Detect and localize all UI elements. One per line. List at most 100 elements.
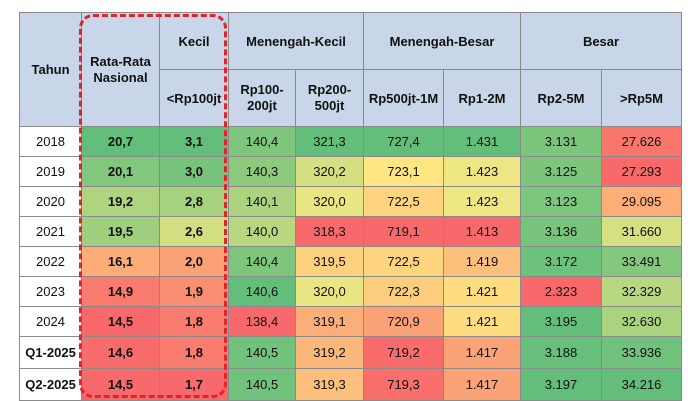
value-cell-rata-rata: 19,2: [81, 186, 160, 217]
subheader-gt-5m: >Rp5M: [600, 69, 683, 127]
value-cell-100-200jt: 140,5: [228, 336, 296, 369]
value-cell-gt-5m: 33.936: [600, 336, 683, 369]
value-cell-rata-rata: 14,5: [81, 368, 160, 401]
year-cell: Q2-2025: [19, 368, 82, 401]
value-cell-kecil: 3,1: [159, 126, 229, 157]
year-cell: 2022: [19, 246, 82, 277]
value-cell-200-500jt: 320,0: [295, 276, 364, 307]
value-cell-gt-5m: 31.660: [600, 216, 683, 247]
subheader-500jt-1m: Rp500jt-1M: [363, 69, 444, 127]
header-tahun: Tahun: [19, 12, 82, 127]
table-row: 2022 16,1 2,0 140,4 319,5 722,5 1.419 3.172 33.4…: [19, 246, 683, 277]
value-cell-gt-5m: 29.095: [600, 186, 683, 217]
value-cell-2-5m: 3.195: [520, 306, 602, 337]
table-row: 2018 20,7 3,1 140,4 321,3 727,4 1.431 3.131 27.6…: [19, 126, 683, 157]
header-menengah-besar: Menengah-Besar: [363, 12, 521, 70]
data-table: Tahun Rata-Rata Nasional Kecil Menengah-…: [19, 12, 683, 401]
value-cell-gt-5m: 27.626: [600, 126, 683, 157]
subheader-2-5m: Rp2-5M: [520, 69, 602, 127]
year-cell: 2018: [19, 126, 82, 157]
value-cell-200-500jt: 319,1: [295, 306, 364, 337]
value-cell-100-200jt: 138,4: [228, 306, 296, 337]
value-cell-kecil: 1,7: [159, 368, 229, 401]
table-row: 2024 14,5 1,8 138,4 319,1 720,9 1.421 3.195 32.6…: [19, 306, 683, 337]
value-cell-gt-5m: 32.630: [600, 306, 683, 337]
value-cell-rata-rata: 20,7: [81, 126, 160, 157]
value-cell-500jt-1m: 720,9: [363, 306, 444, 337]
year-cell: Q1-2025: [19, 336, 82, 369]
value-cell-100-200jt: 140,1: [228, 186, 296, 217]
header-besar: Besar: [519, 12, 683, 70]
value-cell-1-2m: 1.413: [443, 216, 521, 247]
value-cell-100-200jt: 140,5: [228, 368, 296, 401]
table-row: 2019 20,1 3,0 140,3 320,2 723,1 1.423 3.125 27.2…: [19, 156, 683, 187]
table-body: 2018 20,7 3,1 140,4 321,3 727,4 1.431 3.131 27.6…: [19, 126, 683, 401]
value-cell-kecil: 1,8: [159, 306, 229, 337]
value-cell-kecil: 2,6: [159, 216, 229, 247]
value-cell-200-500jt: 319,2: [295, 336, 364, 369]
value-cell-2-5m: 3.136: [520, 216, 602, 247]
value-cell-gt-5m: 33.491: [600, 246, 683, 277]
table-row: 2020 19,2 2,8 140,1 320,0 722,5 1.423 3.123 29.0…: [19, 186, 683, 217]
value-cell-rata-rata: 14,9: [81, 276, 160, 307]
value-cell-200-500jt: 320,0: [295, 186, 364, 217]
year-cell: 2023: [19, 276, 82, 307]
value-cell-200-500jt: 321,3: [295, 126, 364, 157]
value-cell-100-200jt: 140,0: [228, 216, 296, 247]
value-cell-200-500jt: 319,5: [295, 246, 364, 277]
value-cell-1-2m: 1.419: [443, 246, 521, 277]
value-cell-kecil: 3,0: [159, 156, 229, 187]
value-cell-100-200jt: 140,3: [228, 156, 296, 187]
value-cell-500jt-1m: 722,3: [363, 276, 444, 307]
value-cell-2-5m: 3.125: [520, 156, 602, 187]
value-cell-200-500jt: 318,3: [295, 216, 364, 247]
value-cell-100-200jt: 140,6: [228, 276, 296, 307]
value-cell-500jt-1m: 719,2: [363, 336, 444, 369]
year-cell: 2019: [19, 156, 82, 187]
value-cell-100-200jt: 140,4: [228, 246, 296, 277]
value-cell-1-2m: 1.423: [443, 186, 521, 217]
value-cell-rata-rata: 20,1: [81, 156, 160, 187]
table-row: Q2-2025 14,5 1,7 140,5 319,3 719,3 1.417 3.197 3…: [19, 368, 683, 401]
value-cell-100-200jt: 140,4: [228, 126, 296, 157]
value-cell-1-2m: 1.417: [443, 368, 521, 401]
year-cell: 2021: [19, 216, 82, 247]
value-cell-500jt-1m: 719,1: [363, 216, 444, 247]
value-cell-kecil: 1,8: [159, 336, 229, 369]
year-cell: 2020: [19, 186, 82, 217]
value-cell-1-2m: 1.421: [443, 306, 521, 337]
subheader-lt-100jt: <Rp100jt: [159, 69, 229, 127]
value-cell-gt-5m: 27.293: [600, 156, 683, 187]
value-cell-500jt-1m: 722,5: [363, 186, 444, 217]
value-cell-500jt-1m: 722,5: [363, 246, 444, 277]
value-cell-500jt-1m: 719,3: [363, 368, 444, 401]
value-cell-rata-rata: 16,1: [81, 246, 160, 277]
table-row: 2021 19,5 2,6 140,0 318,3 719,1 1.413 3.136 31.6…: [19, 216, 683, 247]
subheader-200-500jt: Rp200-500jt: [295, 69, 364, 127]
header-kecil: Kecil: [159, 12, 229, 70]
value-cell-kecil: 2,0: [159, 246, 229, 277]
value-cell-500jt-1m: 727,4: [363, 126, 444, 157]
value-cell-2-5m: 2.323: [520, 276, 602, 307]
header-menengah-kecil: Menengah-Kecil: [228, 12, 364, 70]
value-cell-2-5m: 3.131: [520, 126, 602, 157]
value-cell-1-2m: 1.421: [443, 276, 521, 307]
value-cell-kecil: 1,9: [159, 276, 229, 307]
value-cell-kecil: 2,8: [159, 186, 229, 217]
header-rata-rata-nasional: Rata-Rata Nasional: [81, 12, 160, 127]
value-cell-500jt-1m: 723,1: [363, 156, 444, 187]
year-cell: 2024: [19, 306, 82, 337]
value-cell-gt-5m: 34.216: [600, 368, 683, 401]
value-cell-1-2m: 1.417: [443, 336, 521, 369]
table-row: 2023 14,9 1,9 140,6 320,0 722,3 1.421 2.323 32.3…: [19, 276, 683, 307]
table-row: Q1-2025 14,6 1,8 140,5 319,2 719,2 1.417 3.188 3…: [19, 336, 683, 369]
value-cell-200-500jt: 319,3: [295, 368, 364, 401]
subheader-1-2m: Rp1-2M: [443, 69, 521, 127]
value-cell-2-5m: 3.172: [520, 246, 602, 277]
value-cell-2-5m: 3.197: [520, 368, 602, 401]
value-cell-rata-rata: 19,5: [81, 216, 160, 247]
value-cell-gt-5m: 32.329: [600, 276, 683, 307]
value-cell-rata-rata: 14,5: [81, 306, 160, 337]
value-cell-2-5m: 3.188: [520, 336, 602, 369]
